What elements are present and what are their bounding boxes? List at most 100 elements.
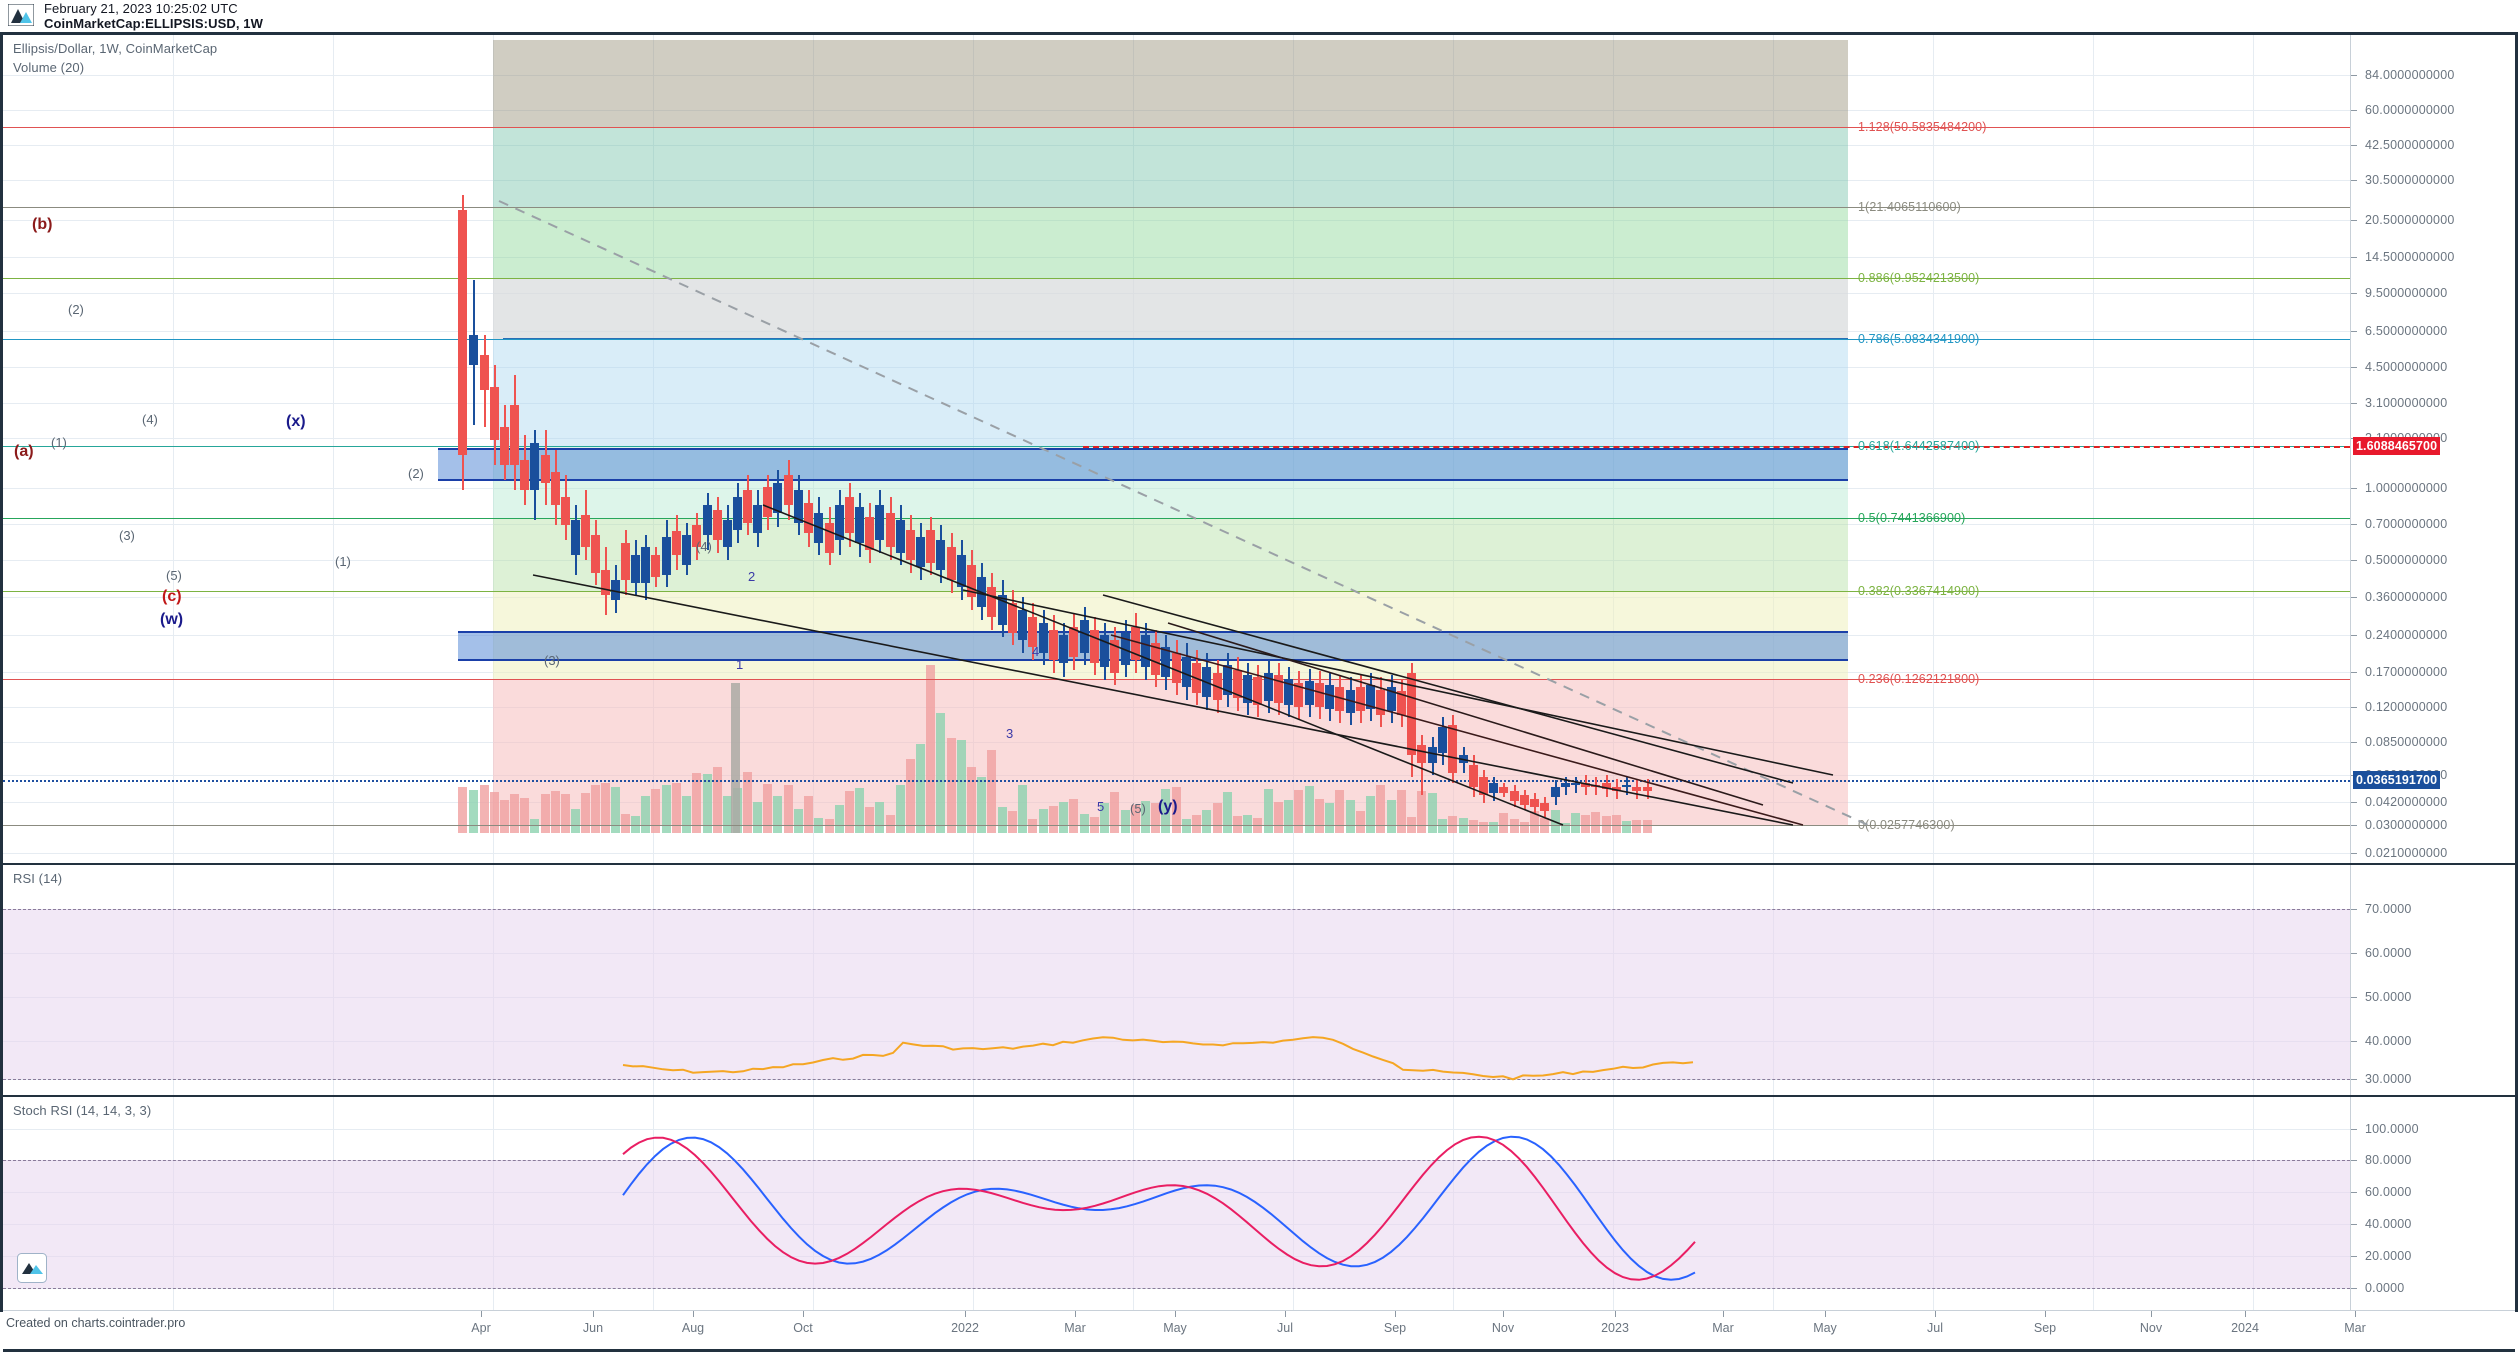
rsi-axis-label: 70.0000 (2365, 902, 2412, 916)
price-plot-area[interactable]: 1.128(50.5835484200) 1(21.4065110600) 0.88… (3, 35, 2350, 863)
stoch-axis-label: 0.0000 (2365, 1281, 2405, 1295)
stoch-axis[interactable]: 100.0000 80.0000 60.0000 40.0000 20.0000 0.00… (2350, 1097, 2515, 1310)
candle-body (936, 540, 945, 570)
time-axis-label: Mar (2344, 1321, 2366, 1335)
price-gridline (3, 180, 2350, 181)
volume-bar (1407, 816, 1416, 833)
time-axis-label: 2022 (951, 1321, 979, 1335)
rsi-axis[interactable]: 70.0000 60.0000 50.0000 40.0000 30.0000 (2350, 865, 2515, 1095)
chart-frame[interactable]: 1.128(50.5835484200) 1(21.4065110600) 0.88… (0, 32, 2518, 1352)
candle-body (1387, 687, 1396, 711)
stoch-line-series (622, 1135, 1696, 1281)
candle-body (672, 531, 681, 555)
volume-bar (1049, 806, 1058, 833)
candle-body (1172, 653, 1181, 683)
price-axis-tick (2351, 560, 2357, 561)
candle-body (480, 355, 489, 390)
stoch-axis-label: 40.0000 (2365, 1217, 2412, 1231)
volume-bar (1428, 793, 1437, 833)
time-axis-tick (1723, 1311, 1724, 1317)
price-axis-tick (2351, 367, 2357, 368)
time-axis[interactable]: Apr Jun Aug Oct 2022 Mar May Jul Sep Nov 2023 Mar Ma… (3, 1310, 2515, 1352)
volume-bar (1571, 813, 1580, 833)
candle-body (886, 513, 895, 547)
volume-bar (1018, 784, 1027, 833)
fib-line (3, 339, 2350, 340)
price-pane[interactable]: 1.128(50.5835484200) 1(21.4065110600) 0.88… (3, 35, 2515, 863)
price-axis-label: 0.2400000000 (2365, 628, 2448, 642)
candle-body (906, 530, 915, 560)
stoch-rsi-pane[interactable]: 100.0000 80.0000 60.0000 40.0000 20.0000 0.00… (3, 1095, 2515, 1310)
candle-body (1294, 683, 1303, 707)
price-axis-label: 0.1700000000 (2365, 665, 2448, 679)
candle-body (692, 525, 701, 547)
time-axis-label: Jul (1927, 1321, 1943, 1335)
candle-body (601, 570, 610, 595)
price-axis-tick (2351, 75, 2357, 76)
price-axis-tick (2351, 802, 2357, 803)
volume-bar (1131, 804, 1140, 833)
rsi-plot-area[interactable] (3, 865, 2350, 1095)
volume-bar (773, 795, 782, 833)
price-pane-legend: Ellipsis/Dollar, 1W, CoinMarketCap Volum… (13, 41, 217, 75)
trendline (1110, 634, 1804, 826)
candle-body (1489, 783, 1498, 793)
volume-bar (1274, 802, 1283, 833)
rsi-pane-legend: RSI (14) (13, 871, 63, 886)
candle-body (713, 510, 722, 540)
candle-body (1581, 783, 1590, 787)
candle-body (631, 555, 640, 583)
price-axis-label: 20.5000000000 (2365, 213, 2455, 227)
time-axis-label: Nov (1491, 1321, 1515, 1335)
time-axis-tick (2045, 1311, 2046, 1317)
wave-label: (4) (142, 412, 158, 427)
wave-label: (1) (335, 554, 351, 569)
fib-level-label: 0(0.0257746300) (1858, 818, 1955, 832)
volume-bar (743, 772, 752, 833)
stoch-threshold-line (3, 1288, 2350, 1289)
volume-bar (1161, 789, 1170, 833)
fib-line (3, 825, 2350, 826)
volume-bar (541, 794, 550, 833)
volume-bar (1223, 792, 1232, 833)
volume-bar (682, 795, 691, 833)
price-gridline (3, 403, 2350, 404)
price-axis-label: 9.5000000000 (2365, 286, 2448, 300)
app-header: February 21, 2023 10:25:02 UTC CoinMarke… (0, 0, 2518, 32)
candle-body (1018, 610, 1027, 640)
price-gridline (3, 110, 2350, 111)
candle-body (1407, 673, 1416, 755)
price-axis[interactable]: 84.0000000000 60.0000000000 42.5000000000 3… (2350, 35, 2515, 863)
fib-zone (493, 207, 1848, 278)
rsi-line-series (622, 1036, 1694, 1081)
candle-body (1233, 670, 1242, 698)
volume-bar (591, 784, 600, 833)
rsi-pane[interactable]: 70.0000 60.0000 50.0000 40.0000 30.0000 RSI … (3, 863, 2515, 1095)
time-axis-label: Apr (471, 1321, 491, 1335)
rsi-threshold-line (3, 1079, 2350, 1080)
rsi-band (3, 909, 2350, 1079)
rsi-axis-tick (2351, 909, 2357, 910)
stoch-plot-area[interactable] (3, 1097, 2350, 1310)
volume-bar (672, 783, 681, 833)
volume-bar (1499, 813, 1508, 833)
volume-bar (1325, 802, 1334, 833)
time-axis-label: Aug (681, 1321, 705, 1335)
time-axis-tick (1075, 1311, 1076, 1317)
candle-body (1090, 630, 1099, 663)
stoch-axis-tick (2351, 1256, 2357, 1257)
price-gridline (3, 75, 2350, 76)
candle-body (1469, 765, 1478, 787)
stoch-axis-label: 60.0000 (2365, 1185, 2412, 1199)
candle-body (1243, 675, 1252, 703)
volume-bar (855, 787, 864, 833)
candle-body (1366, 685, 1375, 709)
price-axis-tick (2351, 524, 2357, 525)
time-axis-label: Mar (1064, 1321, 1086, 1335)
volume-bar (967, 766, 976, 833)
time-axis-label: Nov (2139, 1321, 2163, 1335)
wave-label: (2) (68, 302, 84, 317)
volume-bar (1069, 799, 1078, 833)
volume-bar (926, 665, 935, 833)
price-axis-tick (2351, 403, 2357, 404)
